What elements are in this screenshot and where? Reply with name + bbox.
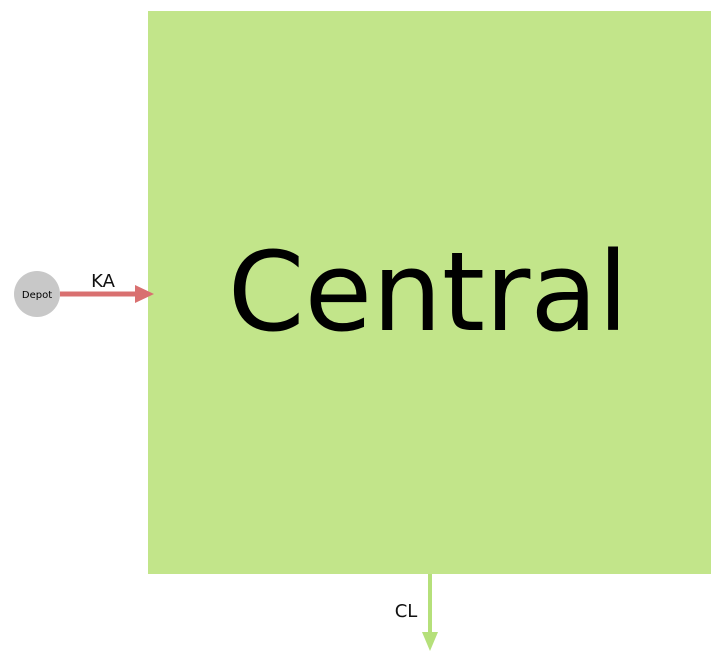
depot-node: [14, 271, 60, 317]
edge-cl-arrowhead: [422, 632, 438, 651]
edge-cl-label: CL: [395, 601, 418, 622]
edge-ka: [60, 285, 154, 303]
edge-ka-arrowhead: [135, 285, 154, 303]
central-node-label: Central: [228, 228, 629, 356]
edge-cl: [422, 574, 438, 651]
depot-node-label: Depot: [22, 290, 52, 301]
edge-ka-label: KA: [91, 271, 115, 292]
central-node: [148, 11, 711, 574]
